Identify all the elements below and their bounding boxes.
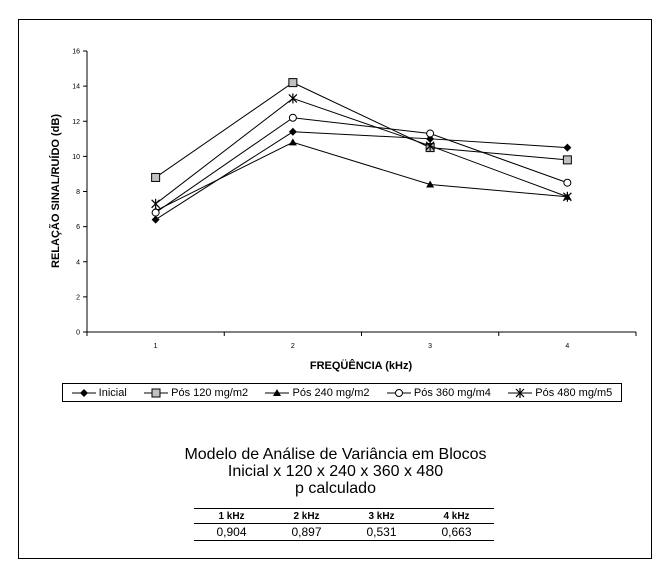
legend-marker — [394, 388, 403, 397]
legend-item: Pós 240 mg/m2 — [265, 386, 370, 399]
y-tick-label: 14 — [72, 84, 80, 91]
anova-caption: Modelo de Análise de Variância em Blocos… — [0, 446, 671, 497]
legend-swatch — [71, 388, 96, 397]
figure-frame — [18, 19, 652, 559]
data-point — [426, 180, 435, 188]
y-tick-label: 6 — [76, 224, 80, 231]
table-header-cell: 1 kHz — [194, 508, 269, 524]
circle-marker-shape — [394, 388, 403, 397]
legend-label: Pós 240 mg/m2 — [292, 386, 370, 399]
data-point — [151, 198, 161, 209]
table-cell: 0,904 — [194, 523, 269, 541]
data-point — [288, 93, 298, 104]
y-tick-label: 4 — [76, 259, 80, 266]
caption-line-2: Inicial x 120 x 240 x 360 x 480 — [227, 463, 444, 480]
series-line — [155, 117, 568, 213]
x-tick-label: 3 — [428, 343, 432, 350]
table-row: 0,904 0,897 0,531 0,663 — [194, 523, 494, 541]
series-5 — [151, 93, 572, 209]
y-axis-label: RELAÇÃO SINAL/RUÍDO (dB) — [49, 114, 62, 268]
series-line — [155, 82, 568, 178]
legend-swatch — [508, 387, 533, 398]
legend-swatch — [265, 388, 290, 396]
diamond-marker-shape — [288, 127, 297, 136]
diamond-marker-shape — [563, 143, 572, 152]
circle-marker-shape — [426, 129, 435, 138]
circle-marker-shape — [563, 178, 572, 187]
legend-marker — [273, 388, 282, 396]
y-tick-label: 10 — [72, 154, 80, 161]
legend-item: Pós 360 mg/m4 — [386, 386, 491, 399]
series-3 — [151, 138, 572, 214]
y-ticks: 0 2 4 6 8 10 12 14 16 — [72, 49, 87, 337]
y-tick-label: 16 — [72, 49, 80, 56]
y-tick-label: 0 — [76, 330, 80, 337]
series-2 — [151, 78, 572, 182]
legend-swatch — [386, 388, 411, 397]
circle-marker-shape — [151, 208, 160, 217]
legend-label: Inicial — [98, 386, 127, 399]
data-point — [288, 78, 298, 88]
chart-legend: Inicial Pós 120 mg/m2 Pós 240 mg/m2 Pós 360… — [62, 383, 622, 402]
legend-label: Pós 480 mg/m5 — [535, 386, 613, 399]
series-4 — [151, 113, 572, 217]
legend-swatch — [144, 388, 169, 397]
p-value-table: 1 kHz 2 kHz 3 kHz 4 kHz 0,904 0,897 0,53… — [194, 508, 494, 541]
data-point — [151, 208, 160, 217]
square-marker-shape — [151, 172, 161, 182]
data-point — [426, 129, 435, 138]
series-line — [155, 97, 568, 205]
y-tick-label: 8 — [76, 189, 80, 196]
diamond-marker-shape — [151, 215, 160, 224]
data-point — [562, 191, 572, 202]
x-axis-label: FREQÜÊNCIA (kHz) — [310, 359, 413, 372]
series-1 — [151, 127, 572, 224]
series-line — [155, 141, 568, 212]
diamond-marker-shape — [79, 388, 88, 397]
x-tick-label: 4 — [565, 343, 569, 350]
x-ticks: 1 2 3 4 — [86, 332, 637, 350]
data-point — [288, 127, 297, 136]
data-point — [425, 140, 435, 151]
series-line — [155, 131, 568, 221]
table-header-row: 1 kHz 2 kHz 3 kHz 4 kHz — [194, 508, 494, 524]
x-tick-label: 2 — [291, 343, 295, 350]
y-tick-label: 2 — [76, 294, 80, 301]
caption-line-1: Modelo de Análise de Variância em Blocos — [184, 446, 487, 463]
x-tick-label: 1 — [154, 343, 158, 350]
legend-marker — [515, 387, 525, 398]
legend-label: Pós 360 mg/m4 — [413, 386, 491, 399]
table-header-cell: 3 kHz — [344, 508, 419, 524]
table-cell: 0,663 — [419, 523, 494, 541]
legend-marker — [151, 388, 161, 397]
series-layer — [151, 78, 572, 224]
circle-marker-shape — [288, 113, 297, 122]
table-cell: 0,531 — [344, 523, 419, 541]
square-marker-shape — [151, 388, 161, 397]
y-tick-label: 12 — [72, 119, 80, 126]
triangle-marker-shape — [288, 138, 297, 146]
data-point — [563, 143, 572, 152]
data-point — [151, 172, 161, 182]
data-point — [288, 138, 297, 146]
legend-item: Pós 480 mg/m5 — [508, 387, 612, 399]
legend-item: Pós 120 mg/m2 — [144, 387, 248, 399]
triangle-marker-shape — [273, 388, 282, 396]
table-header-cell: 4 kHz — [419, 508, 494, 524]
data-point — [151, 215, 160, 224]
table-header-cell: 2 kHz — [269, 508, 344, 524]
data-point — [288, 113, 297, 122]
square-marker-shape — [562, 155, 572, 165]
legend-marker — [79, 388, 88, 397]
legend-item: Inicial — [71, 386, 127, 399]
square-marker-shape — [288, 78, 298, 88]
caption-line-3: p calculado — [295, 480, 376, 497]
data-point — [563, 178, 572, 187]
legend-label: Pós 120 mg/m2 — [171, 386, 249, 399]
table-cell: 0,897 — [269, 523, 344, 541]
data-point — [562, 155, 572, 165]
triangle-marker-shape — [426, 180, 435, 188]
